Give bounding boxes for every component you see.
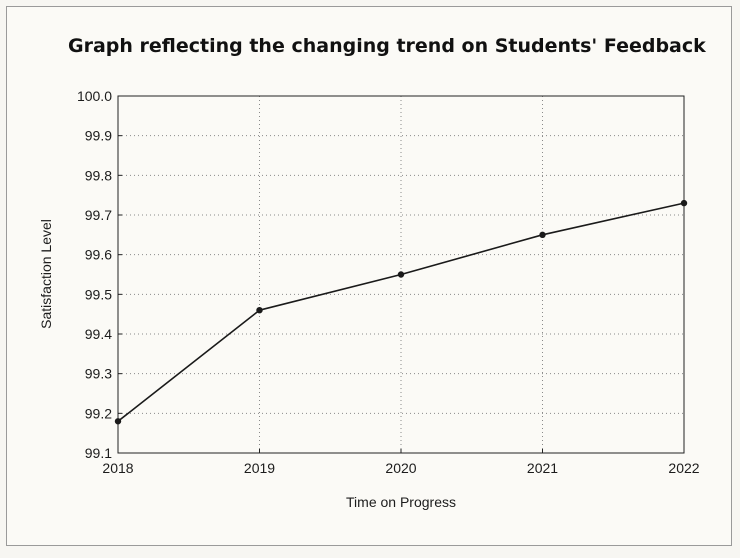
x-tick-label: 2018: [102, 460, 133, 476]
x-tick-label: 2019: [244, 460, 275, 476]
x-axis-ticks: 2018 2019 2020 2021 2022: [102, 449, 700, 476]
data-point: [539, 231, 546, 239]
x-tick-label: 2021: [527, 460, 558, 476]
chart-title: Graph reflecting the changing trend on S…: [68, 35, 706, 57]
y-tick-label: 99.8: [85, 167, 112, 183]
series-group: [114, 199, 688, 425]
y-tick-label: 99.3: [85, 366, 112, 382]
data-point: [114, 418, 122, 425]
y-axis-ticks: 99.1 99.2 99.3 99.4 99.5 99.6 99.7 99.8 99.9 100.…: [77, 88, 122, 461]
y-tick-label: 99.1: [85, 445, 112, 461]
x-axis-label: Time on Progress: [346, 494, 456, 510]
y-tick-label: 99.7: [85, 207, 112, 223]
y-axis-label: Satisfaction Level: [38, 219, 54, 329]
x-tick-label: 2022: [668, 460, 699, 476]
y-tick-label: 99.9: [85, 128, 112, 144]
y-tick-label: 99.2: [85, 405, 112, 421]
data-point: [680, 199, 688, 207]
y-tick-label: 99.4: [85, 326, 112, 342]
data-point: [256, 307, 263, 314]
y-tick-label: 99.6: [85, 247, 112, 263]
y-tick-label: 100.0: [77, 88, 112, 104]
y-tick-label: 99.5: [85, 286, 112, 302]
data-point: [397, 271, 405, 278]
x-tick-label: 2020: [385, 460, 416, 476]
